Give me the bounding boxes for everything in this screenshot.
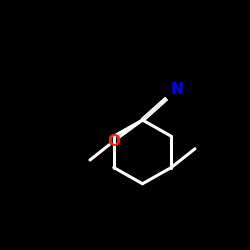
Text: O: O: [107, 134, 120, 149]
Text: N: N: [170, 82, 183, 98]
